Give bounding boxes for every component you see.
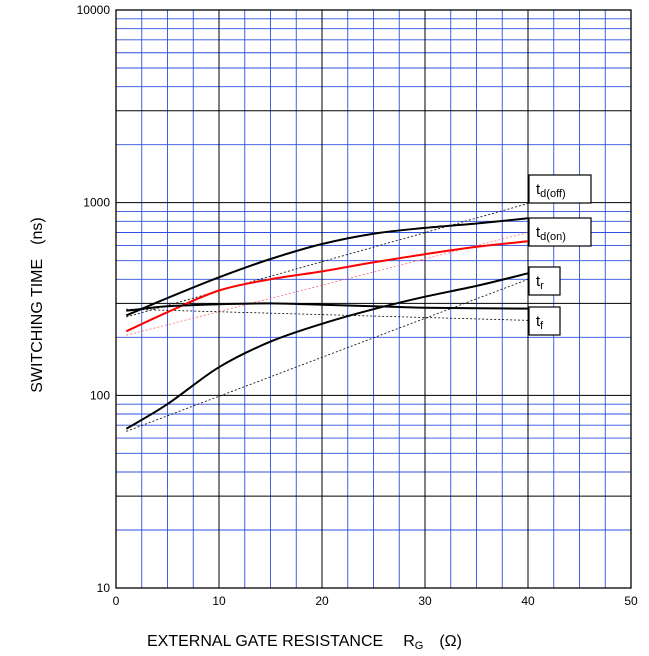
series-label-main: t — [536, 181, 541, 198]
x-tick-label: 30 — [418, 594, 432, 608]
minor-gridlines — [116, 10, 631, 588]
fit-line-t-d-off- — [126, 203, 529, 318]
series-label-t-f: tf — [528, 306, 561, 336]
x-tick-label: 50 — [624, 594, 638, 608]
y-tick-label: 100 — [90, 388, 110, 402]
series-label-sub: d(on) — [540, 231, 566, 243]
series-label-main: t — [536, 224, 541, 241]
series-line-t-f — [126, 302, 529, 312]
x-axis-title: EXTERNAL GATE RESISTANCE — [147, 633, 383, 650]
series-label-main: t — [536, 313, 541, 330]
y-tick-label: 10 — [97, 581, 111, 595]
series-label-box — [528, 217, 592, 247]
x-tick-label: 10 — [212, 594, 226, 608]
fit-line-t-f — [126, 308, 529, 321]
fit-line-t-r — [126, 278, 529, 432]
series-lines — [125, 217, 529, 430]
series-label-sub: d(off) — [540, 188, 565, 200]
y-axis-unit: (ns) — [29, 217, 46, 245]
series-label-sub: f — [540, 320, 544, 332]
series-line-t-d-on- — [125, 240, 529, 333]
series-label-t-r: tr — [528, 266, 561, 296]
y-axis-label: SWITCHING TIME (ns) — [29, 217, 46, 392]
x-tick-labels: 0 10 20 30 40 50 — [113, 594, 638, 608]
series-label-sub: r — [540, 280, 544, 292]
series-label-t-d-on-: td(on) — [528, 217, 592, 247]
x-axis-symbol: R — [403, 633, 415, 650]
y-tick-label: 10000 — [77, 3, 111, 17]
fit-lines — [126, 203, 529, 432]
series-label-t-d-off-: td(off) — [528, 174, 592, 204]
y-axis-title: SWITCHING TIME — [29, 259, 46, 393]
y-tick-labels: 10 100 1000 10000 — [77, 3, 111, 595]
x-axis-symbol-sub: G — [415, 640, 424, 652]
series-label-box — [528, 174, 592, 204]
series-label-text: td(off) — [536, 181, 566, 200]
series-label-text: tf — [536, 313, 544, 332]
series-line-t-r — [125, 272, 529, 430]
series-label-main: t — [536, 273, 541, 290]
plot-frame — [115, 9, 632, 589]
series-label-box — [528, 306, 561, 336]
series-label-text: td(on) — [536, 224, 566, 243]
series-line-t-d-off- — [125, 217, 529, 317]
x-tick-label: 40 — [521, 594, 535, 608]
x-axis-unit: (Ω) — [439, 633, 462, 650]
x-tick-label: 20 — [315, 594, 329, 608]
y-tick-label: 1000 — [83, 196, 110, 210]
series-label-box — [528, 266, 561, 296]
series-label-text: tr — [536, 273, 544, 292]
x-axis-label: EXTERNAL GATE RESISTANCE RG (Ω) — [147, 633, 462, 652]
x-tick-label: 0 — [113, 594, 120, 608]
